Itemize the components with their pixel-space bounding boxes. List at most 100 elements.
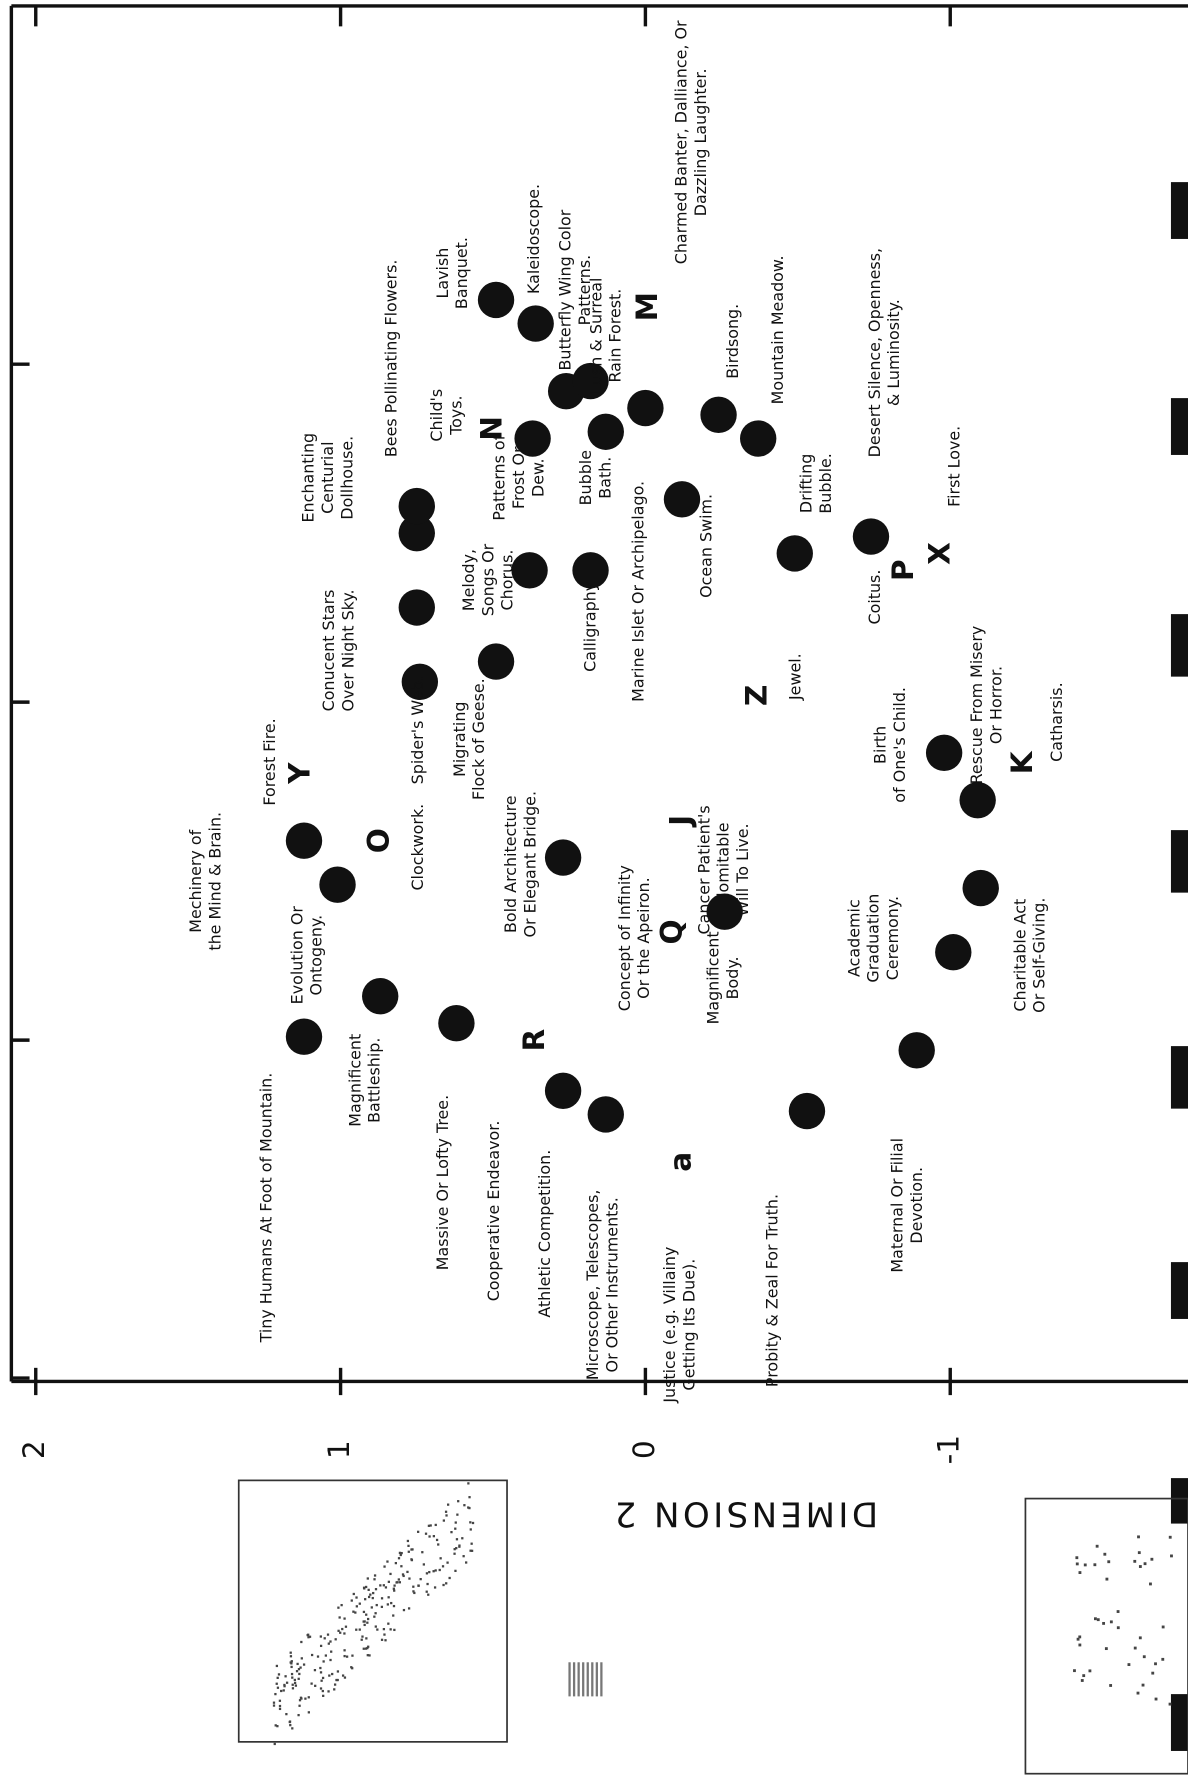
noise-dot [367, 1646, 369, 1648]
noise-dot [453, 1553, 455, 1555]
noise-dot [279, 1700, 281, 1702]
point [286, 1019, 322, 1055]
noise-dot [346, 1656, 348, 1658]
noise-dot [368, 1589, 370, 1591]
noise-dot [468, 1496, 470, 1498]
point [319, 866, 355, 902]
noise-dot [323, 1660, 325, 1662]
point-label: Migrating [450, 701, 469, 776]
noise-dot [337, 1670, 339, 1672]
noise-dot [434, 1586, 436, 1588]
noise-dot [367, 1618, 369, 1620]
point-label: Magnificent [345, 1034, 364, 1127]
point-label: Bold Architecture [501, 795, 520, 933]
noise-dot [445, 1514, 447, 1516]
noise-dot [596, 1662, 598, 1696]
noise-dot [331, 1673, 333, 1675]
noise-dot [289, 1721, 291, 1723]
point-label: Over Night Sky. [339, 589, 358, 711]
noise-dot [374, 1574, 376, 1576]
point-label: Birdsong. [723, 304, 742, 379]
noise-dot [286, 1682, 288, 1684]
noise-dot [300, 1641, 302, 1643]
y-tick-label: 2 [17, 1440, 51, 1459]
noise-dot [383, 1628, 385, 1630]
noise-dot [296, 1663, 298, 1665]
noise-dot [381, 1597, 383, 1599]
noise-dot [279, 1705, 281, 1707]
point-label: Graduation [864, 894, 883, 983]
noise-dot [437, 1543, 439, 1545]
noise-dot [456, 1538, 458, 1540]
noise-dot [294, 1679, 296, 1681]
noise-dot [430, 1524, 432, 1526]
point-label: Birth [871, 726, 890, 764]
noise-dot [398, 1578, 400, 1580]
point-symbol: P [886, 559, 920, 581]
point [545, 1073, 581, 1109]
noise-dot [373, 1616, 375, 1618]
point [478, 282, 514, 318]
point-label: Devotion. [907, 1167, 926, 1244]
point [517, 305, 553, 341]
noise-dot [447, 1504, 449, 1506]
noise-dot [363, 1611, 365, 1613]
noise-dot [407, 1545, 409, 1547]
noise-dot [322, 1690, 324, 1692]
noise-dot [1128, 1663, 1131, 1666]
point-symbol: J [663, 815, 697, 828]
noise-dot [1161, 1658, 1164, 1661]
noise-dot [1088, 1669, 1091, 1672]
noise-dot [427, 1594, 429, 1596]
point-label: Or Elegant Bridge. [520, 791, 539, 937]
noise-dot [463, 1555, 465, 1557]
noise-dot [283, 1689, 285, 1691]
noise-dot [425, 1533, 427, 1535]
noise-dot [403, 1609, 405, 1611]
noise-dot [291, 1676, 293, 1678]
noise-dot [1134, 1647, 1137, 1650]
noise-dot [454, 1570, 456, 1572]
noise-dot [472, 1522, 474, 1524]
noise-dot [310, 1682, 312, 1684]
noise-dot [467, 1482, 469, 1484]
noise-dot [381, 1606, 383, 1608]
noise-dot [340, 1604, 342, 1606]
point-label: Child's [427, 389, 446, 442]
noise-dot [1079, 1571, 1082, 1574]
noise-dot [320, 1687, 322, 1689]
noise-dot [345, 1626, 347, 1628]
noise-dot [361, 1639, 363, 1641]
noise-dot [273, 1704, 275, 1706]
noise-dot [300, 1697, 302, 1699]
point-label: Concept of Infinity [615, 865, 634, 1011]
noise-dot [273, 1702, 275, 1704]
noise-dot [1097, 1618, 1100, 1621]
noise-dot [277, 1677, 279, 1679]
point-label: Ceremony. [883, 896, 902, 980]
point-label: Or Other Instruments. [602, 1197, 621, 1372]
noise-dot [364, 1624, 366, 1626]
point [926, 735, 962, 771]
noise-dot [375, 1625, 377, 1627]
noise-dot [280, 1690, 282, 1692]
point-label: Dew. [528, 458, 547, 497]
noise-dot [1081, 1679, 1084, 1682]
noise-dot [277, 1687, 279, 1689]
noise-dot [334, 1683, 336, 1685]
noise-dot [320, 1645, 322, 1647]
noise-dot [411, 1548, 413, 1550]
y-tick-label: 1 [322, 1440, 356, 1459]
point-symbol: K [1005, 750, 1039, 774]
noise-dot [1138, 1551, 1141, 1554]
noise-dot [454, 1548, 456, 1550]
noise-dot [1107, 1560, 1110, 1563]
noise-dot [1110, 1620, 1113, 1623]
point [588, 1096, 624, 1132]
point [438, 1005, 474, 1041]
point [478, 643, 514, 679]
point-symbol: X [923, 542, 957, 565]
noise-dot [278, 1673, 280, 1675]
noise-dot [442, 1584, 444, 1586]
point [963, 870, 999, 906]
